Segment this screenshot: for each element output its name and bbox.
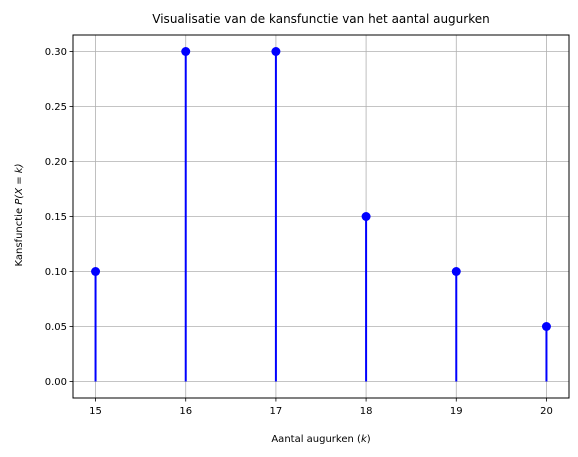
- grid-lines: [73, 35, 569, 398]
- x-axis-ticks: 15 16 17 18 19 20: [89, 398, 553, 417]
- x-tick-label: 18: [360, 406, 373, 417]
- stem-marker: [181, 47, 191, 56]
- x-tick-label: 16: [179, 406, 192, 417]
- y-axis-label: Kansfunctie P(X = k): [14, 163, 25, 266]
- y-axis-ticks: 0.00 0.05 0.10 0.15 0.20 0.25 0.30: [45, 47, 73, 388]
- stem-series: [91, 47, 551, 382]
- x-tick-label: 19: [450, 406, 463, 417]
- y-tick-label: 0.30: [45, 47, 67, 58]
- chart-title: Visualisatie van de kansfunctie van het …: [152, 12, 489, 26]
- stem-marker: [541, 322, 551, 331]
- x-tick-label: 17: [270, 406, 283, 417]
- x-tick-label: 15: [89, 406, 102, 417]
- y-tick-label: 0.05: [45, 322, 67, 333]
- y-tick-label: 0.10: [45, 267, 67, 278]
- stem-marker: [91, 267, 101, 276]
- y-tick-label: 0.20: [45, 157, 67, 168]
- x-tick-label: 20: [540, 406, 553, 417]
- stem-marker: [361, 212, 371, 221]
- y-tick-label: 0.00: [45, 377, 67, 388]
- stem-marker: [451, 267, 461, 276]
- y-tick-label: 0.25: [45, 102, 67, 113]
- x-axis-label: Aantal augurken (k): [271, 434, 370, 445]
- y-tick-label: 0.15: [45, 212, 67, 223]
- stem-marker: [271, 47, 281, 56]
